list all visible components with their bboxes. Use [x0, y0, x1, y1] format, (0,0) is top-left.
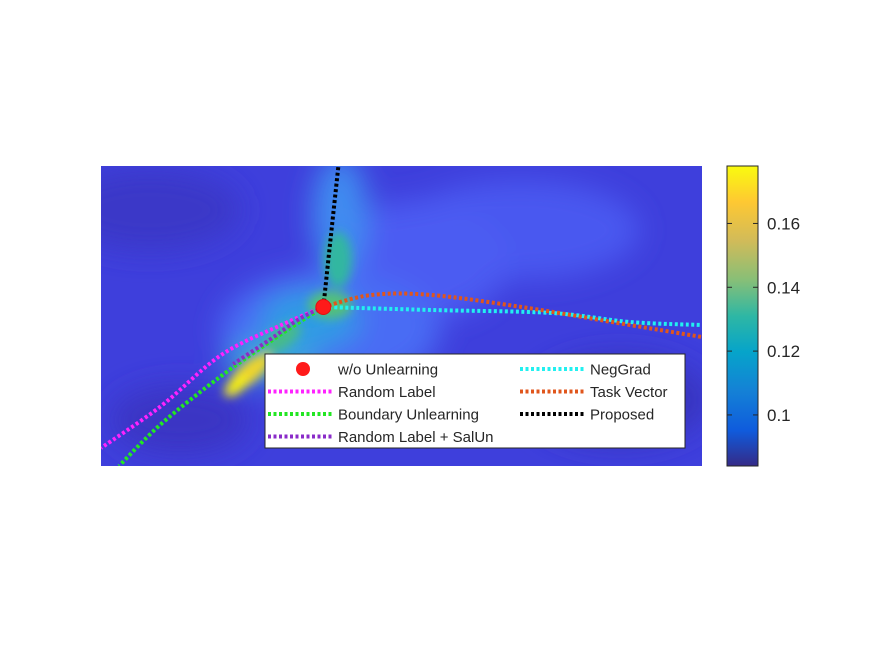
colorbar-tick-label: 0.16 — [767, 214, 800, 233]
colorbar: 0.1 0.12 0.14 0.16 — [726, 165, 800, 467]
legend-entry-boundary-unlearning: Boundary Unlearning — [268, 407, 479, 424]
marker-w-o-unlearning — [315, 299, 332, 315]
colorbar-gradient — [726, 165, 759, 467]
path-task-vector — [322, 291, 702, 339]
legend-entry-random-label-salun: Random Label + SalUn — [268, 429, 494, 446]
legend-entry-neggrad: NegGrad — [520, 362, 651, 379]
path-random-label-salun — [232, 305, 325, 366]
path-boundary-unlearning — [117, 305, 325, 466]
colorbar-tick: 0.12 — [727, 342, 800, 361]
path-proposed — [321, 166, 341, 308]
colorbar-tick: 0.14 — [727, 278, 800, 297]
trajectory-paths — [101, 166, 702, 466]
legend-label: w/o Unlearning — [337, 362, 438, 379]
legend-entry-w-o-unlearning: w/o Unlearning — [296, 362, 438, 379]
legend-label: Random Label + SalUn — [338, 429, 494, 446]
legend-entry-task-vector: Task Vector — [520, 384, 668, 401]
legend-label: Boundary Unlearning — [338, 407, 479, 424]
colorbar-tick: 0.16 — [727, 214, 800, 233]
legend-label: Random Label — [338, 384, 436, 401]
legend-label: Task Vector — [590, 384, 668, 401]
legend-label: Proposed — [590, 407, 654, 424]
legend: w/o Unlearning Random Label Boundary Unlea… — [264, 353, 686, 449]
legend-swatch — [296, 362, 310, 376]
colorbar-tick-label: 0.14 — [767, 278, 800, 297]
legend-label: NegGrad — [590, 362, 651, 379]
colorbar-tick: 0.1 — [727, 406, 791, 425]
colorbar-tick-label: 0.1 — [767, 406, 791, 425]
colorbar-tick-label: 0.12 — [767, 342, 800, 361]
marker-layer — [315, 299, 332, 315]
legend-box — [264, 353, 686, 449]
legend-entry-proposed: Proposed — [520, 407, 654, 424]
heatmap-ridge — [224, 232, 352, 397]
legend-entry-random-label: Random Label — [268, 384, 436, 401]
path-neggrad — [323, 305, 702, 327]
